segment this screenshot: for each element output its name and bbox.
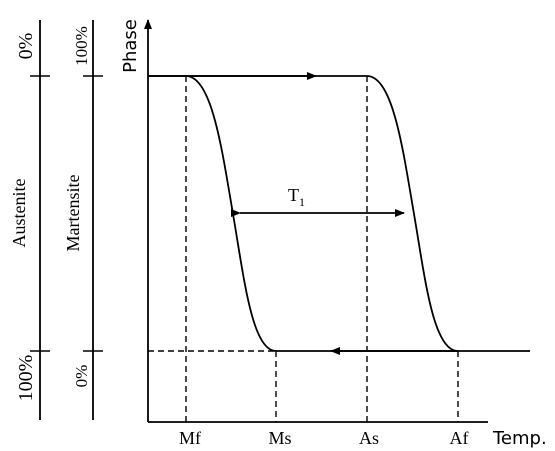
- austenite-title: Austenite: [9, 179, 29, 248]
- x-tick-ms: Ms: [268, 428, 291, 448]
- austenite-top-label: 0%: [15, 33, 37, 60]
- x-tick-mf: Mf: [179, 428, 201, 448]
- axes: Phase Temp.: [120, 19, 547, 449]
- austenite-bottom-label: 100%: [15, 355, 37, 402]
- guide-lines: [148, 76, 459, 422]
- martensite-bottom-label: 0%: [72, 365, 91, 388]
- y-axis-label: Phase: [120, 19, 141, 73]
- martensite-top-label: 100%: [72, 26, 91, 66]
- hysteresis-width-label: T1: [288, 185, 305, 209]
- x-tick-as: As: [359, 428, 379, 448]
- hysteresis-width: T1: [231, 185, 405, 217]
- heating-curve: [366, 75, 459, 352]
- martensite-title: Martensite: [63, 175, 83, 252]
- martensite-scale: 100% 0% Martensite: [63, 20, 103, 420]
- x-tick-af: Af: [450, 428, 469, 448]
- austenite-scale: 0% 100% Austenite: [9, 20, 50, 420]
- x-axis-label: Temp.: [492, 428, 547, 449]
- x-tick-labels: Mf Ms As Af: [179, 428, 469, 448]
